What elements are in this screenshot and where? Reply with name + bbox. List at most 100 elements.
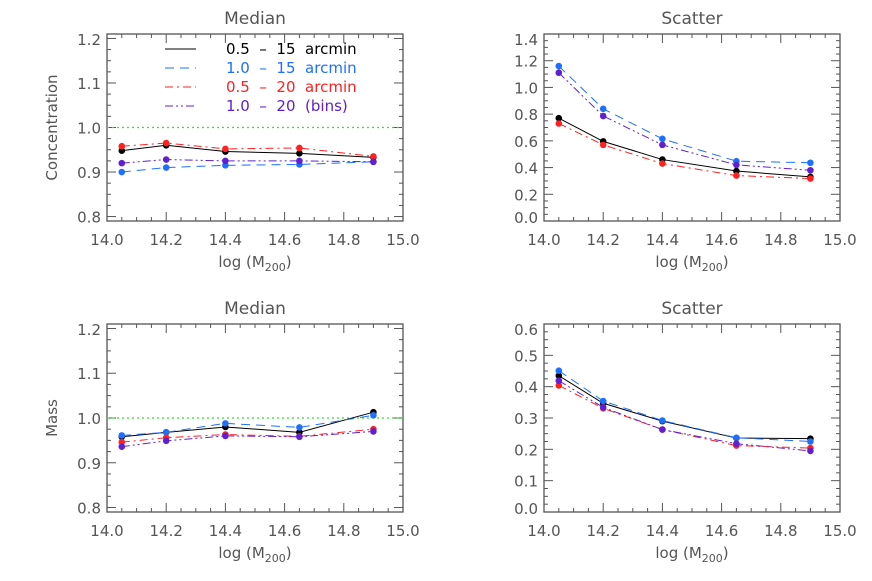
data-point bbox=[118, 168, 126, 176]
x-tick-label: 15.0 bbox=[823, 522, 856, 540]
panel-4: Scatter 14.0 14.2 14.4 14.6 14.8 15.0 log (M200… bbox=[514, 299, 857, 565]
series-line-4 bbox=[558, 380, 811, 452]
x-axis-label: log (M200) bbox=[218, 253, 291, 274]
x-axis-label: log (M200) bbox=[655, 253, 728, 274]
y-axis-label: Concentration bbox=[43, 74, 61, 180]
y-tick-label: 0.5 bbox=[514, 347, 538, 365]
data-point bbox=[555, 120, 563, 127]
y-tick-label: 0.2 bbox=[514, 186, 538, 204]
y-tick-label: 1.2 bbox=[514, 53, 538, 71]
y-tick-label: 1.0 bbox=[77, 410, 101, 428]
legend-label: 1.0 – 15 arcmin bbox=[226, 59, 357, 77]
data-point bbox=[162, 164, 170, 171]
x-tick-label: 14.2 bbox=[149, 231, 182, 249]
x-tick-label: 14.4 bbox=[209, 522, 242, 540]
data-point bbox=[555, 62, 563, 70]
x-tick-label: 15.0 bbox=[386, 231, 419, 249]
x-tick-label: 14.0 bbox=[527, 231, 560, 249]
y-tick-label: 1.0 bbox=[77, 120, 101, 138]
x-tick-label: 14.6 bbox=[268, 522, 301, 540]
data-point bbox=[599, 105, 607, 113]
y-tick-label: 0.3 bbox=[514, 410, 538, 428]
y-tick-label: 0.1 bbox=[514, 473, 538, 491]
series-line-2 bbox=[121, 414, 374, 436]
x-tick-label: 14.4 bbox=[646, 522, 679, 540]
data-point bbox=[659, 426, 666, 433]
x-tick-label: 14.0 bbox=[90, 522, 123, 540]
data-point bbox=[162, 429, 170, 436]
y-tick-label: 0.6 bbox=[514, 133, 538, 151]
data-point bbox=[659, 135, 666, 143]
data-point bbox=[296, 157, 303, 165]
x-axis-label: log (M200) bbox=[218, 544, 291, 565]
data-point bbox=[222, 420, 229, 427]
series-line-1 bbox=[558, 375, 811, 440]
y-tick-label: 0.9 bbox=[77, 164, 101, 182]
y-tick-label: 0.9 bbox=[77, 455, 101, 473]
data-point bbox=[807, 438, 814, 445]
data-point bbox=[222, 157, 229, 165]
data-point bbox=[555, 372, 563, 380]
data-point bbox=[555, 367, 563, 374]
data-point bbox=[807, 447, 814, 455]
data-point bbox=[370, 412, 377, 419]
data-point bbox=[555, 377, 563, 385]
series-line-1 bbox=[558, 117, 811, 178]
x-tick-label: 14.0 bbox=[90, 231, 123, 249]
panel-title: Median bbox=[224, 299, 286, 319]
legend-label: 0.5 – 20 arcmin bbox=[226, 78, 357, 96]
panel-1: Median 14.0 14.2 14.4 14.6 14.8 15.0 log (M200)… bbox=[43, 9, 420, 274]
series-line-4 bbox=[121, 430, 374, 448]
y-tick-label: 0.0 bbox=[514, 209, 538, 227]
x-tick-label: 14.6 bbox=[705, 522, 738, 540]
y-tick-label: 0.8 bbox=[77, 500, 101, 518]
x-axis-label: log (M200) bbox=[655, 544, 728, 565]
data-point bbox=[733, 434, 740, 442]
x-tick-label: 14.8 bbox=[764, 231, 797, 249]
y-tick-label: 1.1 bbox=[77, 75, 101, 93]
panel-title: Scatter bbox=[661, 299, 722, 319]
series-line-3 bbox=[121, 142, 374, 157]
data-point bbox=[659, 417, 666, 424]
data-point bbox=[296, 433, 303, 441]
data-point bbox=[162, 437, 170, 445]
data-point bbox=[222, 432, 229, 440]
data-point bbox=[807, 166, 814, 174]
data-point bbox=[599, 112, 607, 120]
data-point bbox=[296, 150, 303, 157]
y-tick-label: 0.4 bbox=[514, 379, 538, 397]
x-tick-label: 14.8 bbox=[327, 231, 360, 249]
data-point bbox=[659, 160, 666, 167]
panel-title: Scatter bbox=[661, 9, 722, 29]
data-point bbox=[733, 161, 740, 169]
data-point bbox=[599, 397, 607, 405]
series-line-2 bbox=[558, 370, 811, 442]
data-point bbox=[555, 114, 563, 122]
data-point bbox=[118, 443, 126, 450]
y-tick-label: 1.2 bbox=[77, 31, 101, 49]
data-point bbox=[222, 145, 229, 153]
series-line-2 bbox=[121, 161, 374, 173]
data-point bbox=[555, 69, 563, 77]
series-line-1 bbox=[121, 144, 374, 158]
x-tick-label: 14.8 bbox=[764, 522, 797, 540]
x-tick-label: 14.2 bbox=[586, 231, 619, 249]
y-tick-label: 0.8 bbox=[77, 209, 101, 227]
data-point bbox=[370, 428, 377, 435]
y-tick-label: 0.2 bbox=[514, 441, 538, 459]
x-tick-label: 14.0 bbox=[527, 522, 560, 540]
y-tick-label: 0.8 bbox=[514, 106, 538, 124]
data-point bbox=[659, 141, 666, 149]
data-point bbox=[733, 167, 740, 175]
y-tick-label: 0.4 bbox=[514, 160, 538, 178]
data-point bbox=[807, 175, 814, 182]
y-tick-label: 1.2 bbox=[77, 321, 101, 339]
plot-frame bbox=[543, 323, 841, 513]
data-point bbox=[296, 424, 303, 431]
x-tick-label: 14.2 bbox=[149, 522, 182, 540]
data-point bbox=[162, 156, 170, 163]
x-tick-label: 14.4 bbox=[646, 231, 679, 249]
legend-label: 1.0 – 20 (bins) bbox=[226, 97, 348, 115]
data-point bbox=[118, 142, 126, 150]
